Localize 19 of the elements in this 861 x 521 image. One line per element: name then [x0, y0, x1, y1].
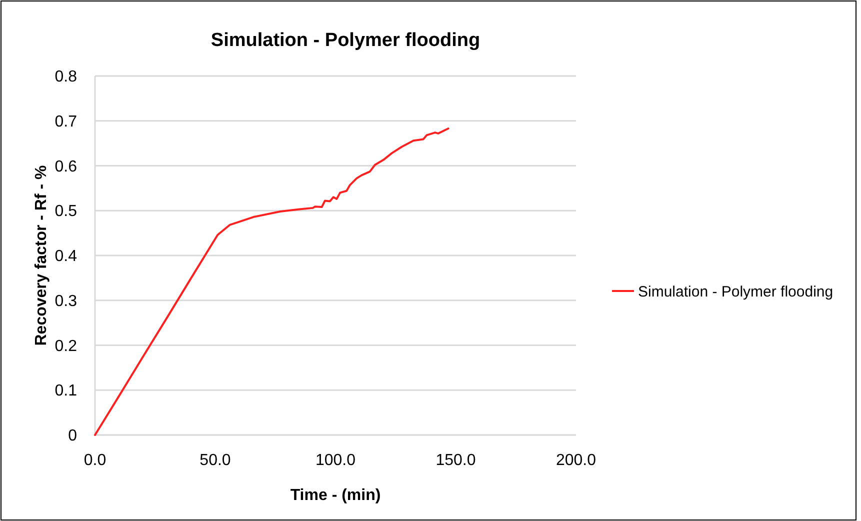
x-tick-label: 100.0 [315, 452, 356, 469]
y-tick-label: 0.4 [54, 248, 78, 266]
y-tick-label: 0.6 [54, 158, 78, 176]
x-tick-label: 150.0 [436, 452, 476, 469]
legend-label: Simulation - Polymer flooding [638, 283, 834, 300]
x-tick-label: 200.0 [556, 452, 596, 469]
y-tick-label: 0.1 [54, 382, 78, 400]
y-tick-label: 0 [68, 428, 78, 445]
chart-title: Simulation - Polymer flooding [210, 30, 480, 51]
x-tick-label: 50.0 [200, 452, 231, 469]
line-series [94, 128, 450, 436]
y-axis-title: Recovery factor - Rf - % [33, 165, 50, 346]
y-tick-label: 0.5 [54, 203, 78, 220]
x-tick-label: 0.0 [84, 452, 106, 469]
x-axis-title: Time - (min) [290, 487, 381, 504]
y-tick-label: 0.8 [54, 68, 78, 86]
y-tick-label: 0.7 [54, 113, 78, 130]
y-tick-label: 0.2 [54, 338, 78, 355]
y-tick-label: 0.3 [54, 292, 78, 310]
